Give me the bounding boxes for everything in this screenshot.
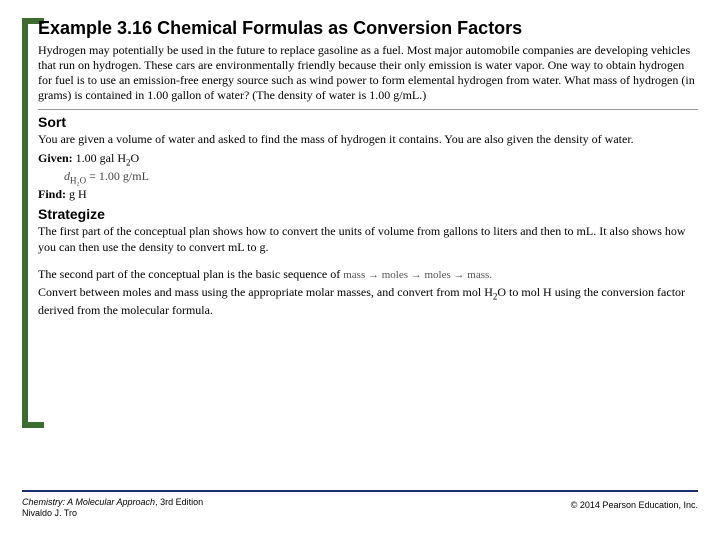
footer-rule <box>22 490 698 492</box>
example-title: Example 3.16 Chemical Formulas as Conver… <box>38 18 698 39</box>
footer-left: Chemistry: A Molecular Approach, 3rd Edi… <box>22 497 203 520</box>
sort-heading: Sort <box>38 114 698 130</box>
title-rest: Chemical Formulas as Conversion Factors <box>152 18 522 38</box>
footer-edition: , 3rd Edition <box>155 497 203 507</box>
strategize-p2a: The second part of the conceptual plan i… <box>38 267 343 281</box>
strategize-p2b: Convert between moles and mass using the… <box>38 285 698 319</box>
given-tail: O <box>131 151 140 165</box>
strategize-heading: Strategize <box>38 206 698 222</box>
find-label: Find: <box>38 187 66 201</box>
density-expression: dH₂O = 1.00 g/mL <box>64 169 698 185</box>
strategize-p2b-start: Convert between moles and mass using the… <box>38 285 493 299</box>
footer-book-title: Chemistry: A Molecular Approach <box>22 497 155 507</box>
mass-moles-sequence: mass → moles → moles → mass. <box>343 269 492 281</box>
strategize-p2: The second part of the conceptual plan i… <box>38 267 698 283</box>
intro-paragraph: Hydrogen may potentially be used in the … <box>38 43 698 103</box>
footer-author: Nivaldo J. Tro <box>22 508 77 518</box>
main-content: Example 3.16 Chemical Formulas as Conver… <box>28 18 698 322</box>
strategize-p1: The first part of the conceptual plan sh… <box>38 224 698 255</box>
density-sub: H₂O <box>70 175 86 185</box>
title-prefix: Example 3.16 <box>38 18 152 38</box>
sort-text: You are given a volume of water and aske… <box>38 132 698 148</box>
find-line: Find: g H <box>38 187 698 202</box>
find-value: g H <box>66 187 87 201</box>
density-eq: = 1.00 g/mL <box>86 169 149 183</box>
given-label: Given: <box>38 151 73 165</box>
given-line: Given: 1.00 gal H2O <box>38 151 698 167</box>
accent-bottom-tick <box>22 422 44 428</box>
footer-copyright: © 2014 Pearson Education, Inc. <box>571 500 698 510</box>
divider-1 <box>38 109 698 110</box>
given-value: 1.00 gal H <box>73 151 126 165</box>
